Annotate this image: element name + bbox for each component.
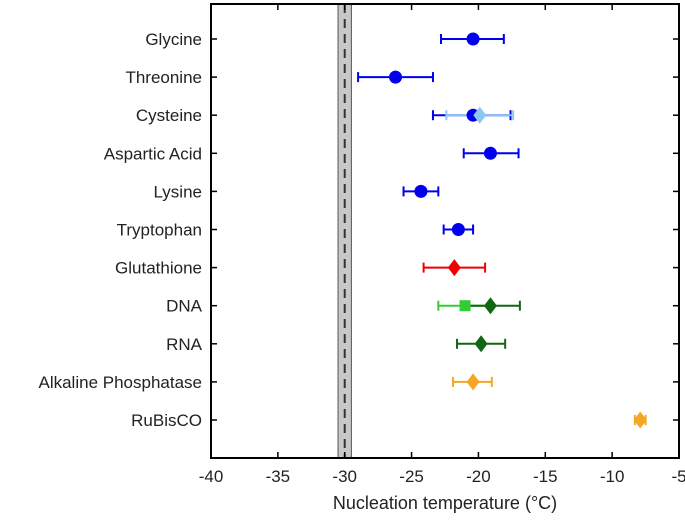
category-label: Threonine <box>125 68 202 87</box>
tick-mark-layer <box>210 4 680 458</box>
category-label-layer: Glycine Threonine Cysteine Aspartic Acid Lys… <box>38 30 202 430</box>
category-label: Alkaline Phosphatase <box>38 373 202 392</box>
data-point-circle <box>483 146 497 160</box>
category-label: Cysteine <box>136 106 202 125</box>
category-label: RuBisCO <box>131 411 202 430</box>
category-label: DNA <box>166 297 203 316</box>
data-point-diamond <box>474 335 488 353</box>
reference-band-layer <box>337 3 352 459</box>
x-tick-label: -20 <box>466 467 491 486</box>
plot-frame <box>210 3 680 459</box>
x-axis-title: Nucleation temperature (°C) <box>333 493 557 513</box>
data-point-circle <box>466 32 480 46</box>
data-point-circle <box>451 223 465 236</box>
marker-layer <box>389 32 647 429</box>
x-tick-label: -5 <box>671 467 685 486</box>
x-tick-label: -40 <box>199 467 224 486</box>
category-label: Tryptophan <box>117 221 202 240</box>
data-point-square <box>459 300 471 312</box>
error-bar-layer <box>357 34 647 425</box>
x-tick-label: -35 <box>266 467 291 486</box>
data-point-diamond <box>633 411 647 429</box>
data-point-circle <box>414 184 428 198</box>
data-point-circle <box>389 70 403 84</box>
category-label: Glycine <box>145 30 202 49</box>
data-point-diamond <box>447 259 461 277</box>
data-point-diamond <box>466 373 480 391</box>
data-point-diamond <box>473 106 487 124</box>
x-tick-label: -25 <box>399 467 424 486</box>
x-tick-label: -15 <box>533 467 558 486</box>
x-tick-label: -30 <box>332 467 357 486</box>
category-label: RNA <box>166 335 203 354</box>
x-tick-label-layer: -40 -35 -30 -25 -20 -15 -10 -5 <box>199 467 685 486</box>
x-tick-label: -10 <box>600 467 625 486</box>
data-point-diamond <box>483 297 497 315</box>
category-label: Lysine <box>153 182 202 201</box>
category-label: Glutathione <box>115 259 202 278</box>
category-label: Aspartic Acid <box>104 144 202 163</box>
